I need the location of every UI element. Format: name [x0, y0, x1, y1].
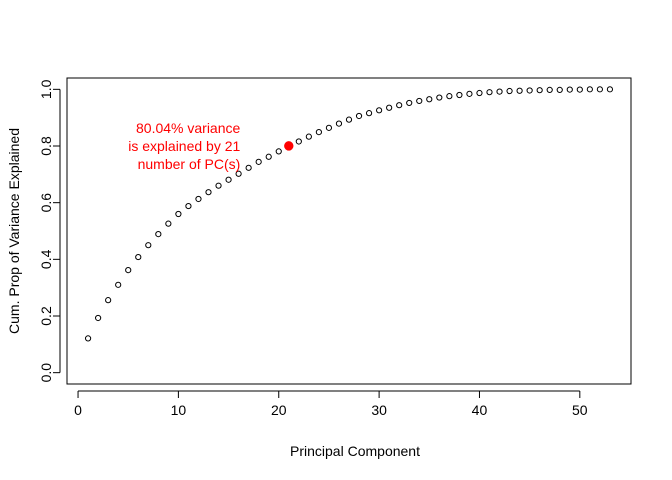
data-point: [546, 86, 553, 94]
y-tick-label: 1.0: [38, 79, 54, 99]
data-point: [606, 86, 614, 93]
data-point: [496, 88, 503, 95]
data-point: [265, 153, 272, 160]
data-point: [536, 87, 543, 94]
data-point: [416, 97, 423, 105]
data-point: [486, 89, 493, 96]
data-point: [95, 314, 102, 322]
plot-frame: [66, 77, 632, 385]
data-point: [376, 107, 383, 114]
x-tick-label: 30: [371, 402, 387, 418]
data-point: [335, 120, 343, 127]
data-point: [436, 94, 443, 101]
data-point: [596, 86, 603, 93]
data-point: [586, 86, 593, 93]
data-point: [235, 170, 242, 177]
data-point: [426, 96, 433, 103]
data-point: [315, 129, 322, 136]
data-point: [305, 133, 312, 140]
data-point: [165, 220, 172, 227]
x-tick-label: 10: [171, 402, 187, 418]
data-point: [576, 86, 583, 93]
data-point: [155, 231, 162, 238]
data-point: [275, 148, 282, 155]
data-point: [245, 164, 252, 171]
y-tick-label: 0.8: [38, 136, 54, 156]
data-point: [205, 189, 212, 196]
x-tick-label: 0: [74, 402, 82, 418]
data-points: [84, 86, 614, 342]
data-point: [215, 182, 222, 189]
data-point: [566, 86, 573, 93]
y-axis: 0.0 0.2 0.4 0.6 0.8 1.0: [38, 79, 61, 383]
highlight-layer: [284, 141, 294, 151]
data-point: [526, 87, 533, 94]
x-tick-label: 40: [472, 402, 488, 418]
data-point: [145, 242, 152, 249]
annotation-line: is explained by 21: [128, 138, 240, 154]
x-axis-title: Principal Component: [290, 443, 420, 459]
x-tick-label: 50: [572, 402, 588, 418]
annotation-line: 80.04% variance: [136, 120, 241, 136]
data-point: [84, 335, 92, 342]
data-point: [456, 91, 463, 99]
y-tick-label: 0.2: [38, 306, 54, 326]
annotation-line: number of PC(s): [138, 156, 241, 172]
data-point: [325, 124, 333, 131]
data-point: [386, 104, 393, 111]
data-point: [466, 90, 473, 97]
data-point: [345, 116, 353, 123]
data-point: [355, 112, 363, 120]
x-tick-label: 20: [271, 402, 287, 418]
y-axis-title: Cum. Prop of Variance Explained: [6, 128, 22, 334]
data-point: [175, 210, 182, 218]
data-point: [516, 87, 523, 94]
data-point: [125, 267, 132, 274]
y-tick-label: 0.4: [38, 249, 54, 269]
data-point: [556, 86, 563, 94]
highlight-point: [284, 141, 294, 151]
data-point: [476, 89, 483, 97]
data-point: [105, 297, 112, 304]
data-point: [185, 202, 192, 210]
data-point: [195, 195, 202, 203]
data-point: [295, 138, 302, 145]
y-tick-label: 0.6: [38, 193, 54, 213]
data-point: [506, 87, 513, 95]
data-point: [406, 99, 413, 107]
y-tick-label: 0.0: [38, 363, 54, 383]
data-point: [365, 110, 373, 117]
data-point: [115, 281, 122, 288]
data-point: [446, 93, 453, 100]
data-point: [135, 253, 142, 261]
x-axis: 0 10 20 30 40 50: [74, 390, 588, 418]
annotation: 80.04% variance is explained by 21 number …: [128, 120, 240, 172]
data-point: [255, 158, 262, 165]
data-point: [225, 176, 232, 183]
data-point: [396, 102, 403, 109]
